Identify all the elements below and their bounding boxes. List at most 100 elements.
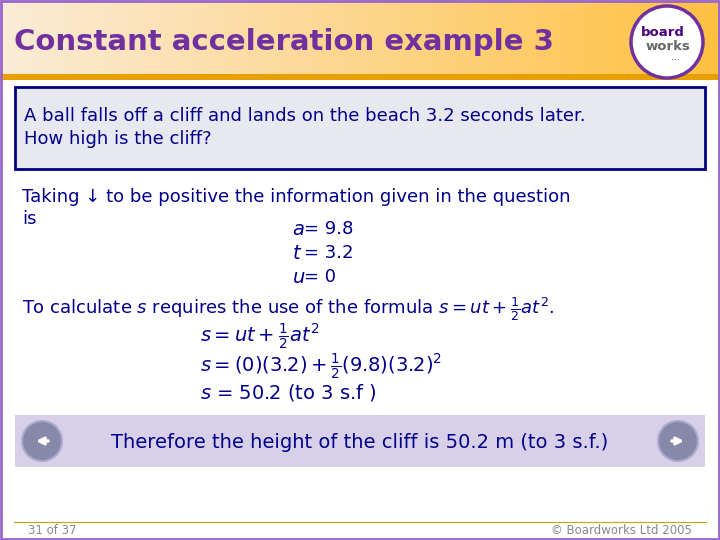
Bar [590,0,598,78]
Bar [7,0,15,78]
Bar [670,0,678,78]
Bar [151,0,159,78]
Bar [446,0,454,78]
Bar [202,0,210,78]
Bar [619,0,627,78]
Bar [634,0,642,78]
Bar [396,0,404,78]
Text: How high is the cliff?: How high is the cliff? [24,130,212,148]
Bar [360,0,368,78]
Bar [166,0,174,78]
Bar [65,0,73,78]
Bar [0,80,720,540]
Bar [482,0,490,78]
Bar [540,0,548,78]
Text: $a$: $a$ [292,220,305,239]
Bar [641,0,649,78]
Bar [0,0,8,78]
Bar [576,0,584,78]
Text: $s = (0)(3.2) + \frac{1}{2}(9.8)(3.2)^2$: $s = (0)(3.2) + \frac{1}{2}(9.8)(3.2)^2$ [200,352,442,382]
Bar [547,0,555,78]
Text: ...: ... [670,52,680,62]
Text: board: board [641,25,685,38]
Bar [583,0,591,78]
Circle shape [22,421,62,461]
Bar [29,0,37,78]
Bar [36,0,44,78]
Bar [353,0,361,78]
Bar [173,0,181,78]
Text: $s = ut + \frac{1}{2}at^2$: $s = ut + \frac{1}{2}at^2$ [200,322,319,352]
Bar [0,74,720,80]
Text: Taking ↓ to be positive the information given in the question: Taking ↓ to be positive the information … [22,188,570,206]
Bar [180,0,188,78]
Bar [691,0,699,78]
Bar [662,0,670,78]
Bar [230,0,238,78]
Bar [281,0,289,78]
Text: $t$: $t$ [292,244,302,263]
Bar [490,0,498,78]
Text: Therefore the height of the cliff is 50.2 m (to 3 s.f.): Therefore the height of the cliff is 50.… [112,433,608,451]
Bar [382,0,390,78]
Bar [144,0,152,78]
Bar [698,0,706,78]
Bar [526,0,534,78]
Bar [410,0,418,78]
Bar [461,0,469,78]
Bar [252,0,260,78]
Bar [266,0,274,78]
Bar [598,0,606,78]
Bar [418,0,426,78]
Bar [43,0,51,78]
Bar [346,0,354,78]
Bar [101,0,109,78]
Bar [475,0,483,78]
Text: 31 of 37: 31 of 37 [28,524,76,537]
Bar [432,0,440,78]
Bar [706,0,714,78]
Bar [684,0,692,78]
Bar [655,0,663,78]
Bar [554,0,562,78]
Bar [374,0,382,78]
Bar [259,0,267,78]
Bar [216,0,224,78]
Bar [223,0,231,78]
Bar [22,0,30,78]
Bar [238,0,246,78]
Bar [331,0,339,78]
Bar [310,0,318,78]
Bar [454,0,462,78]
Bar [274,0,282,78]
Text: Constant acceleration example 3: Constant acceleration example 3 [14,28,554,56]
Bar [86,0,94,78]
Text: A ball falls off a cliff and lands on the beach 3.2 seconds later.: A ball falls off a cliff and lands on th… [24,107,585,125]
Bar [497,0,505,78]
Bar [72,0,80,78]
Bar [130,0,138,78]
Bar [94,0,102,78]
Bar [79,0,87,78]
Bar [58,0,66,78]
Bar [338,0,346,78]
Text: To calculate $s$ requires the use of the formula $s = ut + \frac{1}{2}at^2$.: To calculate $s$ requires the use of the… [22,295,554,323]
Bar [122,0,130,78]
Bar [389,0,397,78]
Bar [158,0,166,78]
Bar [367,0,375,78]
Text: $u$: $u$ [292,268,305,287]
Bar [288,0,296,78]
Bar [518,0,526,78]
Text: = 9.8: = 9.8 [304,220,354,238]
Text: © Boardworks Ltd 2005: © Boardworks Ltd 2005 [551,524,692,537]
Bar [108,0,116,78]
Bar [187,0,195,78]
Bar [468,0,476,78]
Bar [713,0,720,78]
Bar [15,87,705,169]
Text: = 3.2: = 3.2 [304,244,354,262]
Bar [245,0,253,78]
Bar [504,0,512,78]
Bar [439,0,447,78]
